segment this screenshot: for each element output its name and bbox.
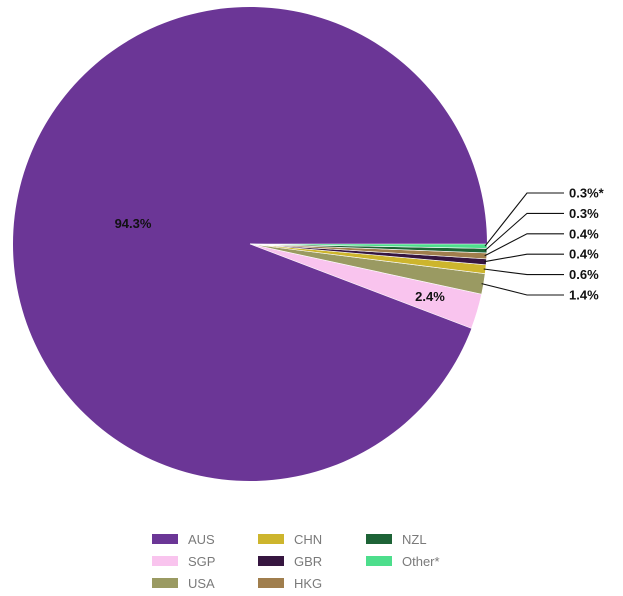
legend-label-other: Other* [402, 553, 440, 569]
legend-label-sgp: SGP [188, 553, 216, 569]
legend-item-hkg: HKG [258, 573, 322, 593]
slice-label-aus: 94.3% [115, 216, 152, 231]
legend-label-gbr: GBR [294, 553, 323, 569]
legend-item-aus: AUS [152, 529, 215, 549]
legend-item-chn: CHN [258, 529, 322, 549]
legend-swatch-gbr [258, 556, 284, 566]
pie-chart: 94.3% 2.4% 0.3%* 0.3% 0.4% 0.4% 0.6% 1.4% [12, 7, 605, 482]
legend-swatch-other [366, 556, 392, 566]
legend-swatch-sgp [152, 556, 178, 566]
legend-label-nzl: NZL [402, 531, 427, 547]
legend-swatch-nzl [366, 534, 392, 544]
legend-swatch-hkg [258, 578, 284, 588]
leader-line-other [484, 192, 564, 247]
legend-label-aus: AUS [188, 531, 215, 547]
legend-item-usa: USA [152, 573, 215, 593]
slice-label-other: 0.3%* [569, 186, 605, 201]
legend-item-nzl: NZL [366, 529, 427, 549]
leader-line-nzl [484, 212, 564, 252]
legend-item-sgp: SGP [152, 551, 215, 571]
slice-label-sgp: 2.4% [415, 289, 445, 304]
legend-swatch-chn [258, 534, 284, 544]
legend-item-gbr: GBR [258, 551, 322, 571]
leader-line-usa [481, 283, 564, 296]
slice-label-gbr: 0.4% [569, 247, 599, 262]
legend-label-hkg: HKG [294, 575, 323, 591]
legend-label-usa: USA [188, 575, 215, 591]
leader-line-hkg [484, 233, 564, 257]
leader-line-gbr [484, 253, 564, 263]
slice-labels: 94.3% 2.4% 0.3%* 0.3% 0.4% 0.4% 0.6% 1.4% [115, 186, 605, 305]
slice-label-usa: 1.4% [569, 288, 599, 303]
legend-swatch-usa [152, 578, 178, 588]
legend: AUS SGP USA CHN GBR HKG NZL Other* [152, 529, 482, 593]
slice-label-nzl: 0.3% [569, 206, 599, 221]
callout-leader-lines [481, 192, 564, 296]
pie-slices [12, 7, 488, 482]
leader-line-chn [483, 268, 564, 276]
legend-item-other: Other* [366, 551, 440, 571]
slice-label-chn: 0.6% [569, 267, 599, 282]
slice-label-hkg: 0.4% [569, 226, 599, 241]
legend-swatch-aus [152, 534, 178, 544]
legend-label-chn: CHN [294, 531, 323, 547]
